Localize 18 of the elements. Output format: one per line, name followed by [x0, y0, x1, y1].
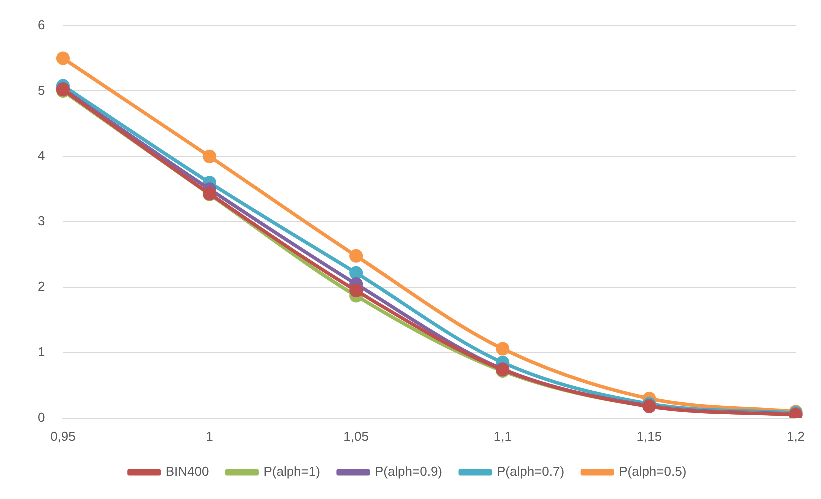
legend-label: P(alph=1)	[264, 464, 320, 480]
legend-label: P(alph=0.7)	[497, 464, 565, 480]
legend-label: BIN400	[166, 464, 210, 480]
x-tick-label: 0,95	[50, 428, 76, 444]
legend-label: P(alph=0.5)	[619, 464, 687, 480]
x-tick-label: 1,2	[786, 428, 806, 444]
y-tick-label: 6	[38, 17, 46, 32]
y-tick-label: 3	[38, 214, 46, 229]
x-tick-label: 1	[206, 428, 214, 444]
y-tick-label: 4	[38, 148, 46, 164]
legend-label: P(alph=0.9)	[374, 464, 443, 480]
x-tick-label: 1,15	[636, 428, 662, 444]
y-tick-label: 1	[38, 344, 46, 360]
x-tick-label: 1,05	[344, 428, 369, 444]
y-tick-label: 0	[38, 410, 46, 425]
x-tick-label: 1,1	[494, 428, 512, 444]
y-tick-label: 2	[38, 279, 46, 294]
y-tick-label: 5	[38, 82, 46, 98]
